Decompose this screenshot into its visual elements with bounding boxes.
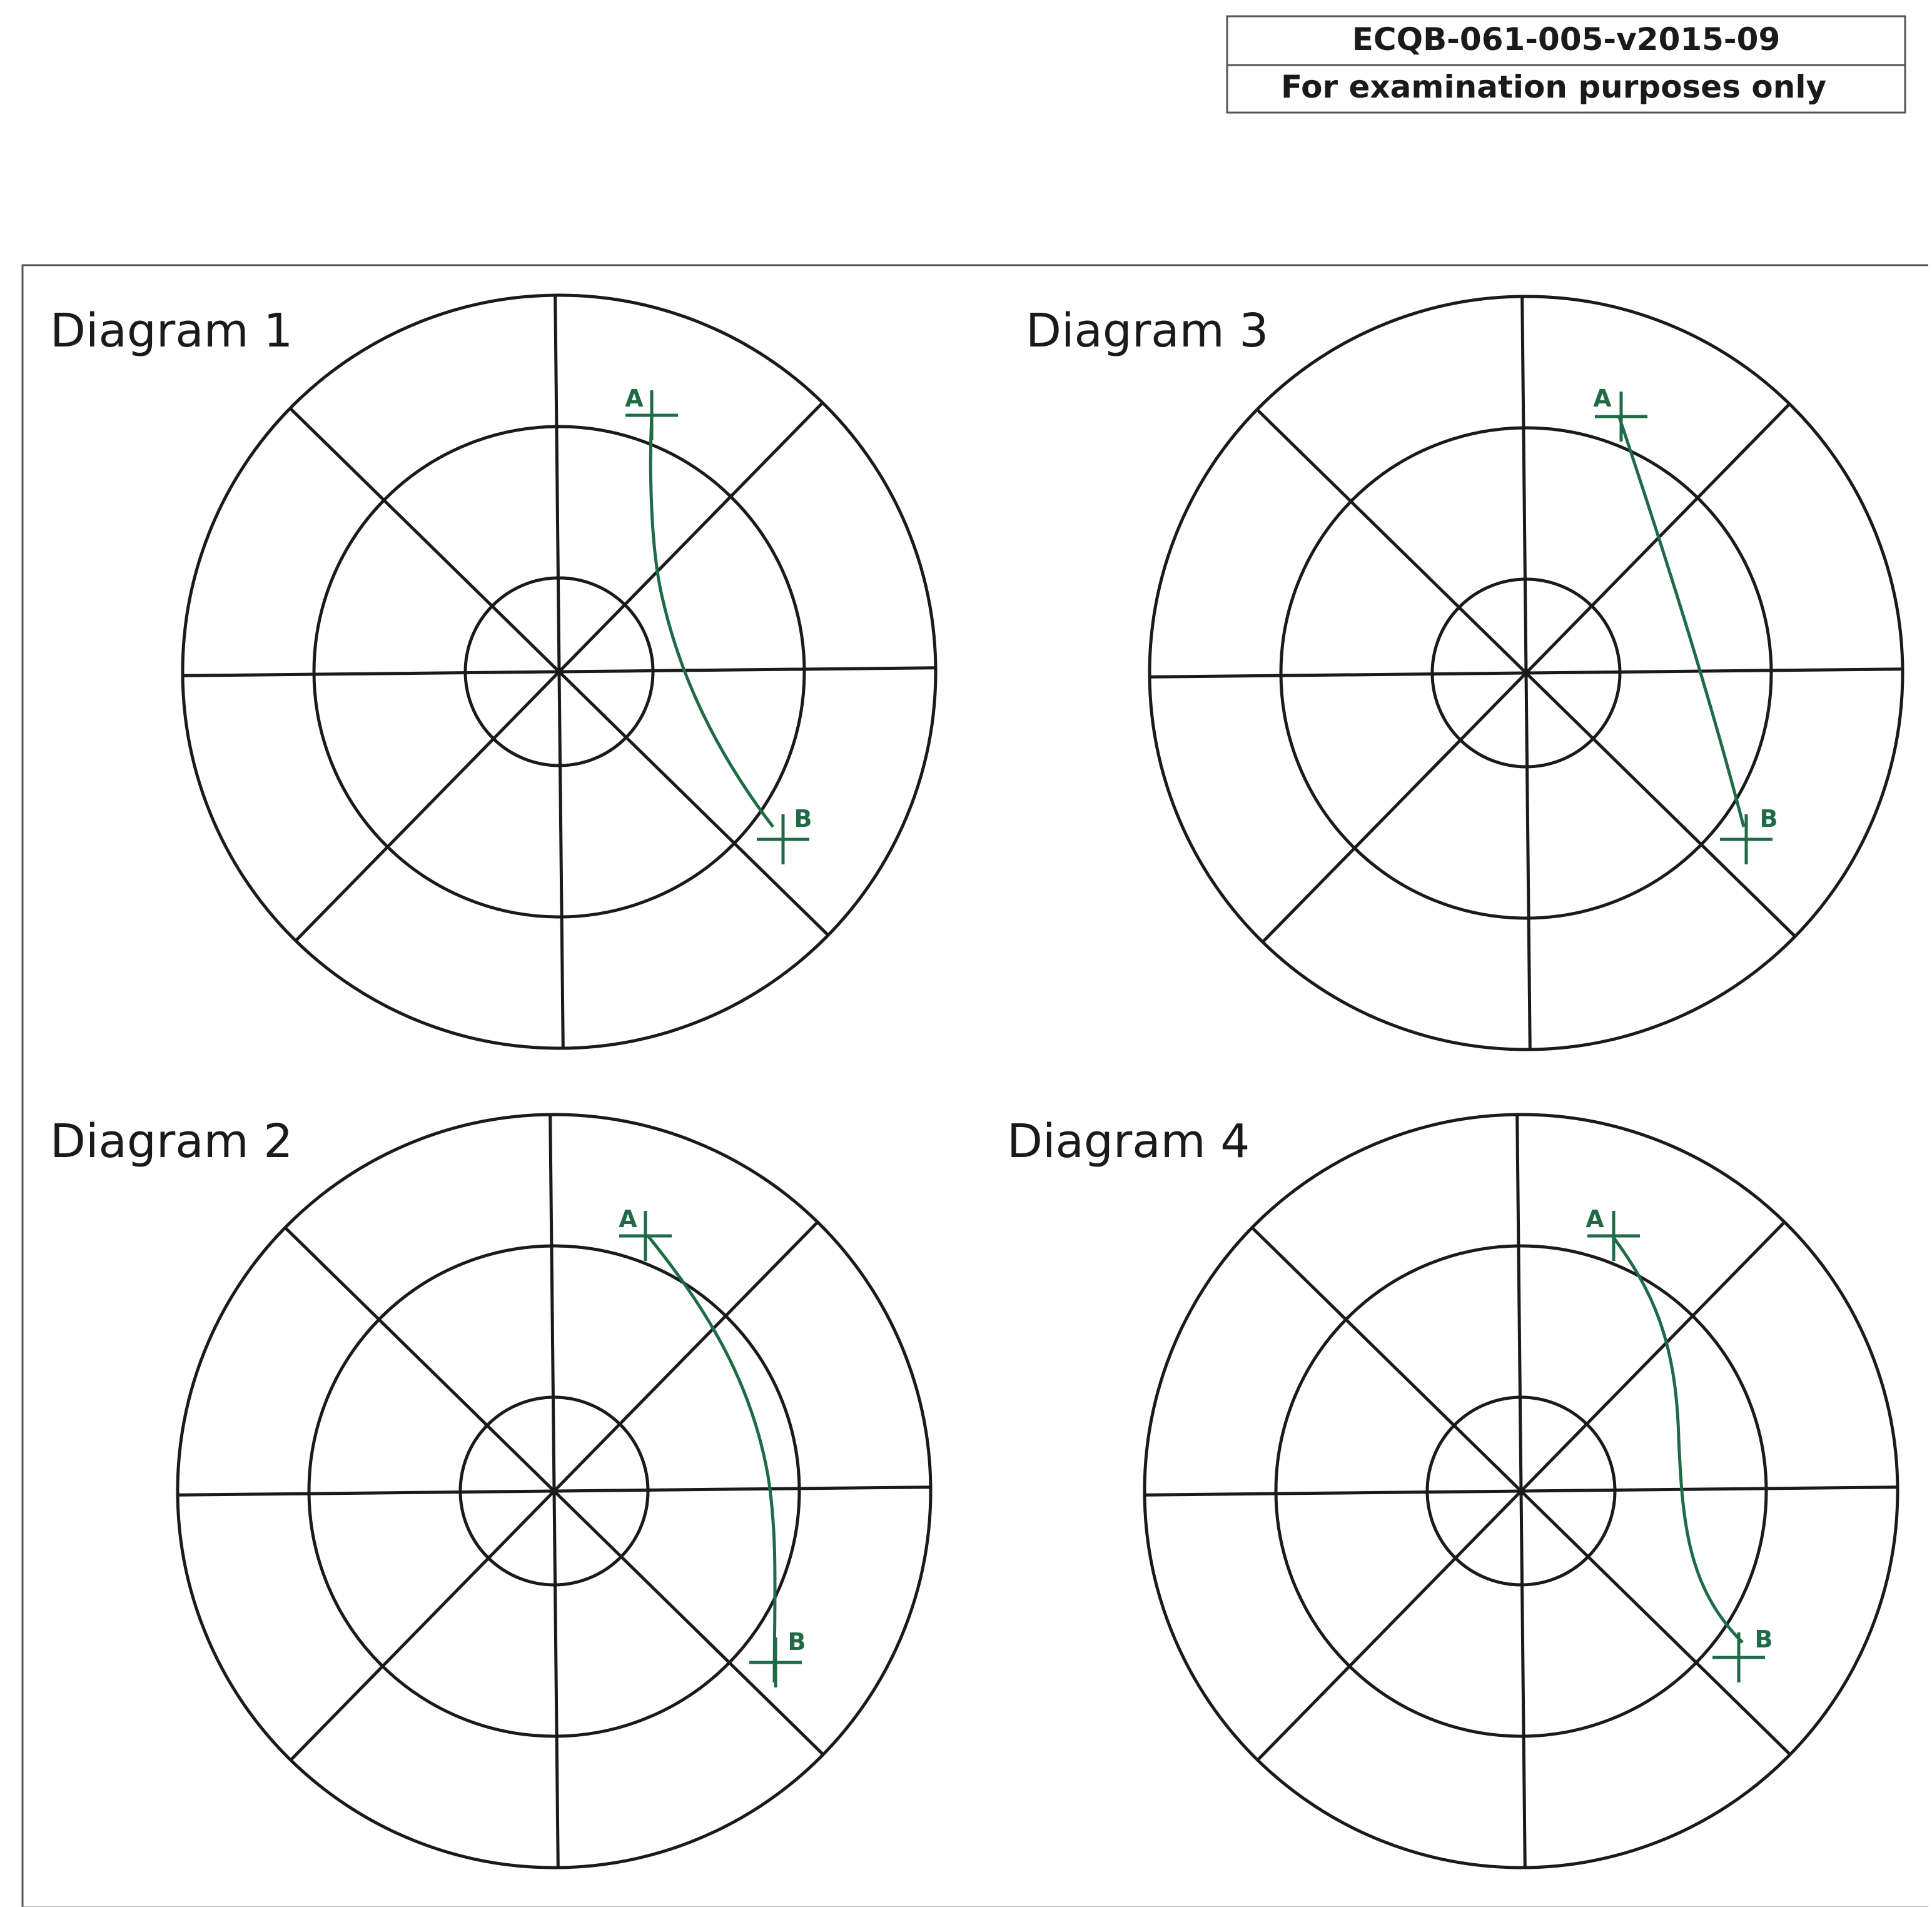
radial-line <box>1520 1221 1786 1492</box>
diagram-title: Diagram 2 <box>50 1115 293 1168</box>
outer-ring <box>1143 1113 1899 1869</box>
middle-ring <box>1279 426 1773 920</box>
radial-line <box>1520 1490 1791 1756</box>
radial-line <box>554 1485 931 1493</box>
diagram-2: Diagram 2 A B <box>50 1113 933 1869</box>
header-note: For examination purposes only <box>1281 69 1826 105</box>
point-a-label: A <box>625 385 644 412</box>
radial-line <box>1519 1490 1527 1868</box>
point-a-marker <box>625 390 678 440</box>
diagram-3: Diagram 3 A B <box>1026 295 1904 1051</box>
point-b-marker <box>749 1637 802 1687</box>
diagram-title: Diagram 3 <box>1026 304 1268 358</box>
outer-ring <box>176 1113 933 1869</box>
point-b-label: B <box>788 1628 806 1656</box>
radial-line <box>1144 1489 1522 1497</box>
point-a-marker <box>1595 392 1647 442</box>
polar-grid <box>176 1113 933 1869</box>
radial-line <box>1257 1490 1522 1761</box>
radial-line <box>1251 1227 1522 1492</box>
radial-line <box>553 1490 824 1756</box>
outer-ring <box>181 293 938 1050</box>
radial-line <box>557 671 565 1049</box>
radial-line <box>284 1227 555 1492</box>
radial-line <box>1520 296 1528 674</box>
middle-ring <box>1274 1244 1768 1738</box>
radial-line <box>559 666 936 674</box>
polar-grid <box>181 293 938 1050</box>
radial-line <box>182 670 560 677</box>
route-line <box>647 1235 777 1683</box>
radial-line <box>558 402 824 673</box>
radial-line <box>290 1490 555 1761</box>
radial-line <box>554 295 561 672</box>
middle-ring <box>307 1244 801 1738</box>
point-b-marker <box>1720 814 1773 864</box>
radial-line <box>553 1221 819 1492</box>
point-a-label: A <box>1586 1205 1604 1233</box>
point-a-marker <box>1587 1211 1640 1261</box>
middle-ring <box>312 425 806 919</box>
route-line <box>1611 1235 1744 1644</box>
radial-line <box>289 407 560 673</box>
diagram-title: Diagram 4 <box>1007 1115 1250 1168</box>
point-b-label: B <box>1755 1626 1773 1653</box>
figure-frame <box>21 264 1928 1907</box>
radial-line <box>1525 672 1796 938</box>
radial-line <box>558 670 829 936</box>
polar-grid <box>1148 295 1904 1051</box>
point-b-label: B <box>794 805 812 832</box>
outer-ring <box>1148 295 1904 1051</box>
diagram-4: Diagram 4 A B <box>1007 1113 1899 1869</box>
radial-line <box>1256 408 1527 674</box>
radial-line <box>552 1490 560 1868</box>
radial-line <box>1524 672 1532 1050</box>
point-b-marker <box>1712 1632 1765 1682</box>
radial-line <box>1515 1114 1523 1492</box>
radial-line <box>549 1114 556 1492</box>
route-line <box>1617 415 1746 827</box>
radial-line <box>295 670 560 942</box>
radial-line <box>1520 1485 1898 1493</box>
diagram-1: Diagram 1 A B <box>50 293 938 1050</box>
diagram-title: Diagram 1 <box>50 304 293 358</box>
radial-line <box>1525 667 1903 675</box>
point-a-label: A <box>619 1205 637 1233</box>
radial-line <box>1149 671 1527 679</box>
point-b-marker <box>757 814 809 864</box>
header-code: ECQB-061-005-v2015-09 <box>1352 21 1781 58</box>
route-line <box>649 415 774 828</box>
polar-grid <box>1143 1113 1899 1869</box>
radial-line <box>1262 672 1527 943</box>
header-box: ECQB-061-005-v2015-09 For examination pu… <box>1226 15 1906 114</box>
point-a-marker <box>619 1211 672 1261</box>
radial-line <box>177 1489 555 1497</box>
point-a-label: A <box>1593 385 1612 412</box>
point-b-label: B <box>1760 805 1778 832</box>
